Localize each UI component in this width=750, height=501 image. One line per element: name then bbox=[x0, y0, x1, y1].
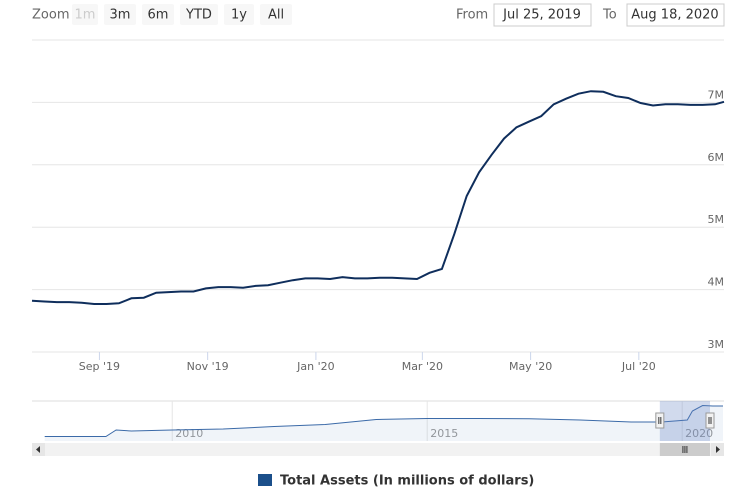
to-value[interactable]: Aug 18, 2020 bbox=[631, 8, 718, 23]
y-tick-label: 6M bbox=[708, 151, 725, 164]
from-value[interactable]: Jul 25, 2019 bbox=[502, 8, 581, 23]
x-tick-label: Mar '20 bbox=[402, 360, 443, 373]
zoom-button-label[interactable]: 1m bbox=[75, 8, 96, 23]
legend-label[interactable]: Total Assets (In millions of dollars) bbox=[280, 474, 534, 489]
zoom-button-label[interactable]: 1y bbox=[231, 8, 247, 23]
x-tick-label: Jan '20 bbox=[296, 360, 334, 373]
zoom-button-label[interactable]: All bbox=[268, 8, 284, 23]
y-tick-label: 3M bbox=[708, 338, 725, 351]
x-tick-label: Nov '19 bbox=[187, 360, 229, 373]
zoom-button[interactable]: YTD bbox=[180, 4, 218, 25]
navigator-area bbox=[44, 405, 723, 441]
zoom-button-bg[interactable] bbox=[260, 4, 292, 25]
scrollbar-right-arrow bbox=[716, 446, 720, 453]
navigator-tick-label: 2020 bbox=[685, 427, 713, 440]
y-tick-label: 5M bbox=[708, 213, 725, 226]
legend-symbol[interactable] bbox=[258, 474, 272, 486]
series-line bbox=[31, 90, 725, 305]
zoom-button-bg[interactable] bbox=[180, 4, 218, 25]
to-label: To bbox=[602, 8, 617, 23]
navigator-tick-label: 2015 bbox=[430, 427, 458, 440]
zoom-button-bg[interactable] bbox=[224, 4, 254, 25]
navigator-selection[interactable] bbox=[659, 401, 710, 441]
zoom-button-label[interactable]: 3m bbox=[110, 8, 131, 23]
y-tick-label: 7M bbox=[708, 88, 725, 101]
zoom-button[interactable]: All bbox=[260, 4, 292, 25]
zoom-button-bg[interactable] bbox=[72, 4, 98, 25]
x-tick-label: Sep '19 bbox=[79, 360, 120, 373]
zoom-button[interactable]: 1m bbox=[72, 4, 98, 25]
zoom-button-bg[interactable] bbox=[104, 4, 136, 25]
scrollbar-left-arrow bbox=[36, 446, 40, 453]
zoom-button-label[interactable]: YTD bbox=[185, 8, 212, 23]
from-label: From bbox=[456, 8, 488, 23]
x-tick-label: Jul '20 bbox=[621, 360, 656, 373]
zoom-button[interactable]: 1y bbox=[224, 4, 254, 25]
zoom-label: Zoom bbox=[32, 8, 69, 23]
to-input[interactable] bbox=[626, 3, 725, 27]
zoom-button-label[interactable]: 6m bbox=[148, 8, 169, 23]
x-tick-label: May '20 bbox=[509, 360, 552, 373]
navigator-handle[interactable] bbox=[705, 412, 715, 429]
zoom-button[interactable]: 3m bbox=[104, 4, 136, 25]
zoom-button-bg[interactable] bbox=[142, 4, 174, 25]
from-input[interactable] bbox=[493, 3, 592, 27]
y-tick-label: 4M bbox=[708, 276, 725, 289]
navigator-line bbox=[44, 404, 723, 437]
zoom-button[interactable]: 6m bbox=[142, 4, 174, 25]
scrollbar-track[interactable] bbox=[32, 443, 724, 456]
navigator-handle[interactable] bbox=[655, 412, 665, 429]
